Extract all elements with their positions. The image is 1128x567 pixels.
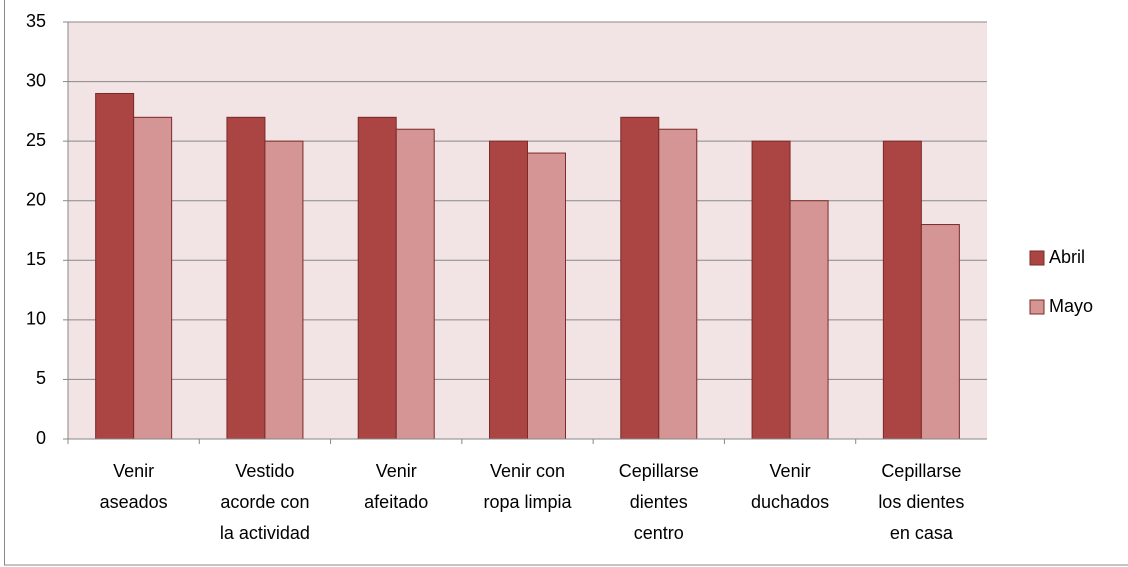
bar <box>95 92 135 440</box>
y-tick-label: 35 <box>26 11 46 31</box>
x-tick-label: Venir afeitado <box>364 461 429 512</box>
bar <box>395 128 435 440</box>
bar <box>658 128 698 440</box>
bar <box>882 140 922 440</box>
bar <box>357 116 397 440</box>
bar <box>133 116 173 440</box>
bar <box>789 200 829 440</box>
y-tick-label: 15 <box>26 249 46 269</box>
y-tick-label: 0 <box>36 428 46 448</box>
y-tick-label: 5 <box>36 368 46 388</box>
x-tick-label: Venir duchados <box>751 461 830 512</box>
legend-swatch <box>1029 250 1045 266</box>
chart-border <box>4 0 1128 566</box>
x-tick-label: Venir aseados <box>99 461 168 512</box>
bar <box>226 116 266 440</box>
bar <box>489 140 528 440</box>
y-tick-label: 10 <box>26 309 46 329</box>
bar <box>751 140 791 440</box>
legend-label: Abril <box>1049 247 1085 267</box>
legend-label: Mayo <box>1049 296 1093 316</box>
y-tick-label: 25 <box>26 130 46 150</box>
bar <box>527 152 566 440</box>
bar <box>620 116 660 440</box>
y-tick-label: 20 <box>26 189 46 209</box>
y-tick-label: 30 <box>26 70 46 90</box>
x-tick-label: Cepillarse los dientes en casa <box>878 461 965 543</box>
x-tick-label: Cepillarse dientes centro <box>618 461 699 543</box>
legend-swatch <box>1029 299 1045 315</box>
x-tick-label: Venir con ropa limpia <box>483 461 572 512</box>
bar <box>264 140 304 440</box>
x-tick-label: Vestido acorde con la actividad <box>219 461 310 543</box>
bar <box>920 224 960 440</box>
